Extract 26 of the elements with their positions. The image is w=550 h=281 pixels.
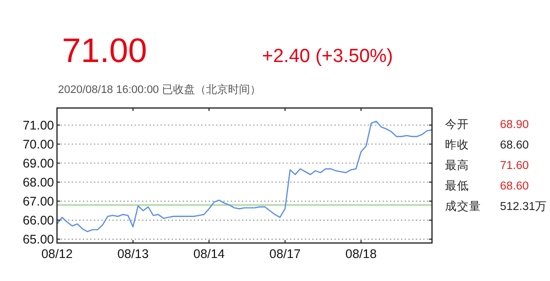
text: 昨收 bbox=[445, 138, 469, 152]
x-tick-label: 08/13 bbox=[117, 247, 149, 261]
text: 最低 bbox=[445, 180, 469, 192]
text: 最高 bbox=[445, 158, 469, 172]
y-tick-label: 65.00 bbox=[22, 232, 54, 247]
y-tick-label: 71.00 bbox=[22, 118, 54, 133]
chart-subtitle: +2.40 (+3.50%) bbox=[262, 46, 393, 67]
text: 71.60 bbox=[500, 160, 529, 172]
x-tick-label: 08/14 bbox=[193, 247, 225, 261]
y-tick-label: 67.00 bbox=[22, 194, 54, 209]
text: 512.31万 bbox=[500, 200, 548, 213]
text: 今开 bbox=[445, 118, 469, 131]
y-tick-label: 70.00 bbox=[22, 138, 54, 152]
line-series bbox=[56, 120, 433, 232]
text: 68.90 bbox=[500, 119, 529, 131]
text: 成交量 bbox=[445, 199, 481, 213]
x-tick-label: 08/12 bbox=[41, 247, 73, 261]
text: 2020/08/18 16:00:00 已收盘（北京时间） bbox=[58, 83, 261, 96]
y-tick-label: 69.00 bbox=[22, 156, 54, 171]
y-tick-label: 68.00 bbox=[22, 176, 54, 190]
x-tick-label: 08/17 bbox=[269, 247, 301, 261]
text: 68.60 bbox=[500, 180, 529, 192]
y-tick-label: 66.00 bbox=[22, 214, 54, 228]
x-tick-label: 08/18 bbox=[345, 247, 377, 261]
text: 68.60 bbox=[500, 140, 529, 152]
chart-title: 71.00 bbox=[62, 32, 148, 70]
